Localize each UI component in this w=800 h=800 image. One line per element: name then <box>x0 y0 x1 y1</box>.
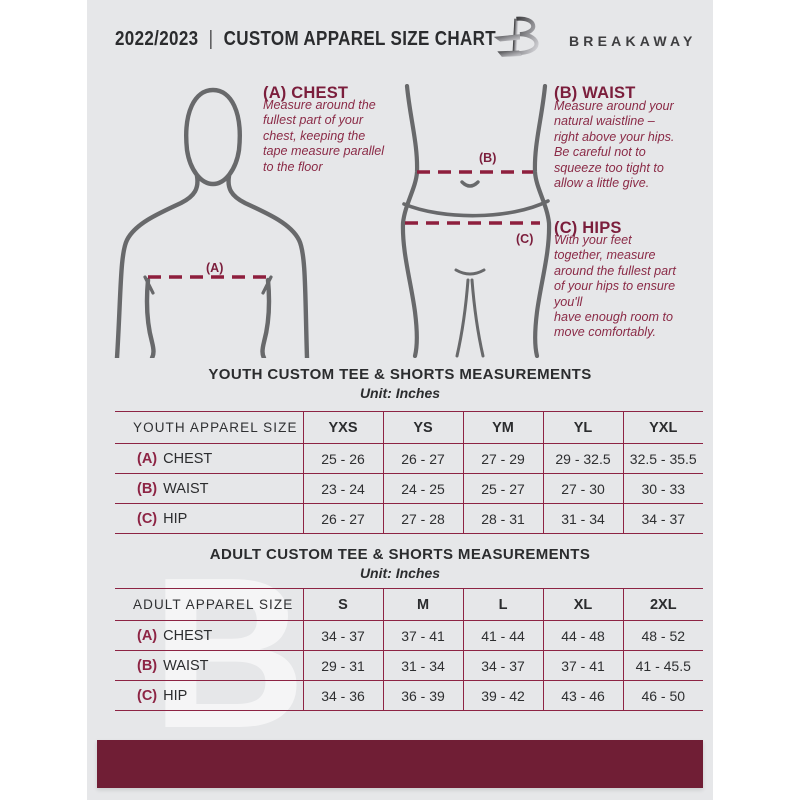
measurement-cell: 34 - 37 <box>302 620 383 651</box>
adult-header-l: L <box>462 588 543 621</box>
measurement-cell: 28 - 31 <box>462 503 543 534</box>
measurement-cell: 26 - 27 <box>382 443 463 474</box>
measurement-cell: 26 - 27 <box>302 503 383 534</box>
measurement-cell: 27 - 30 <box>542 473 623 504</box>
title-divider: | <box>208 28 214 50</box>
chest-instructions: Measure around the fullest part of your … <box>263 98 385 174</box>
measurement-cell: 24 - 25 <box>382 473 463 504</box>
breakaway-b-logo-icon <box>493 16 539 57</box>
measurement-cell: 30 - 33 <box>622 473 703 504</box>
youth-header-ym: YM <box>462 411 543 444</box>
measurement-cell: 34 - 36 <box>302 680 383 711</box>
youth-section-title: YOUTH CUSTOM TEE & SHORTS MEASUREMENTS <box>208 366 592 383</box>
waist-line-label: (B) <box>479 151 496 165</box>
hips-heading: (C) HIPS <box>554 219 622 237</box>
youth-hip-label: (C) HIP <box>115 503 303 534</box>
adult-header-2xl: 2XL <box>622 588 703 621</box>
upper-body-figure: (A) <box>114 87 310 358</box>
title-text: CUSTOM APPAREL SIZE CHART <box>223 28 496 50</box>
measurement-cell: 36 - 39 <box>382 680 463 711</box>
adult-waist-label: (B) WAIST <box>115 650 303 681</box>
youth-size-table: YOUTH APPAREL SIZE YXS YS YM YL YXL (A) C… <box>115 411 703 534</box>
measurement-cell: 46 - 50 <box>622 680 703 711</box>
measurement-cell: 34 - 37 <box>622 503 703 534</box>
page-title: 2022/2023 | CUSTOM APPAREL SIZE CHART <box>115 28 496 51</box>
chest-heading: (A) CHEST <box>263 84 349 102</box>
adult-header-row: ADULT APPAREL SIZE S M L XL 2XL <box>115 588 703 621</box>
hip-line-label: (C) <box>516 232 533 246</box>
youth-header-size: YOUTH APPAREL SIZE <box>115 411 303 444</box>
measurement-cell: 39 - 42 <box>462 680 543 711</box>
youth-header-yxl: YXL <box>622 411 703 444</box>
adult-hip-label: (C) HIP <box>115 680 303 711</box>
measurement-cell: 41 - 44 <box>462 620 543 651</box>
chest-line-label: (A) <box>206 261 223 275</box>
measurement-cell: 27 - 28 <box>382 503 463 534</box>
title-year: 2022/2023 <box>115 28 199 50</box>
youth-header-yl: YL <box>542 411 623 444</box>
adult-section-title: ADULT CUSTOM TEE & SHORTS MEASUREMENTS <box>209 546 591 563</box>
adult-header-s: S <box>302 588 383 621</box>
measurement-cell: 34 - 37 <box>462 650 543 681</box>
table-row: (A) CHEST 25 - 26 26 - 27 27 - 29 29 - 32… <box>115 443 703 474</box>
table-row: (B) WAIST 23 - 24 24 - 25 25 - 27 27 - 30… <box>115 473 703 504</box>
adult-header-size: ADULT APPAREL SIZE <box>115 588 303 621</box>
waist-instructions: Measure around your natural waistline – … <box>554 99 675 191</box>
table-row: (B) WAIST 29 - 31 31 - 34 34 - 37 37 - 41… <box>115 650 703 681</box>
measurement-cell: 25 - 27 <box>462 473 543 504</box>
adult-header-xl: XL <box>542 588 623 621</box>
hips-instructions: With your feet together, measure around … <box>554 233 676 340</box>
measurement-cell: 25 - 26 <box>302 443 383 474</box>
measurement-cell: 31 - 34 <box>542 503 623 534</box>
measurement-cell: 41 - 45.5 <box>622 650 703 681</box>
adult-header-m: M <box>382 588 463 621</box>
measurement-cell: 48 - 52 <box>622 620 703 651</box>
youth-waist-label: (B) WAIST <box>115 473 303 504</box>
adult-section-subtitle: Unit: Inches <box>359 565 441 581</box>
table-row: (A) CHEST 34 - 37 37 - 41 41 - 44 44 - 48… <box>115 620 703 651</box>
youth-chest-label: (A) CHEST <box>115 443 303 474</box>
measurement-cell: 44 - 48 <box>542 620 623 651</box>
youth-section-subtitle: Unit: Inches <box>359 385 441 401</box>
youth-header-row: YOUTH APPAREL SIZE YXS YS YM YL YXL <box>115 411 703 444</box>
waist-heading: (B) WAIST <box>554 84 636 102</box>
measurement-cell: 32.5 - 35.5 <box>622 443 703 474</box>
adult-chest-label: (A) CHEST <box>115 620 303 651</box>
youth-header-ys: YS <box>382 411 463 444</box>
measurement-cell: 31 - 34 <box>382 650 463 681</box>
measurement-cell: 43 - 46 <box>542 680 623 711</box>
adult-size-table: ADULT APPAREL SIZE S M L XL 2XL (A) CHEST… <box>115 588 703 711</box>
page: 2022/2023 | CUSTOM APPAREL SIZE CHART BREA… <box>87 0 713 800</box>
youth-header-yxs: YXS <box>302 411 383 444</box>
measurement-cell: 37 - 41 <box>382 620 463 651</box>
measurement-cell: 29 - 31 <box>302 650 383 681</box>
table-row: (C) HIP 26 - 27 27 - 28 28 - 31 31 - 34 3… <box>115 503 703 534</box>
brand-wordmark: BREAKAWAY <box>569 33 697 49</box>
lower-torso-figure: (B) (C) <box>400 84 552 358</box>
measurement-cell: 23 - 24 <box>302 473 383 504</box>
measurement-cell: 37 - 41 <box>542 650 623 681</box>
table-row: (C) HIP 34 - 36 36 - 39 39 - 42 43 - 46 4… <box>115 680 703 711</box>
footer-bar <box>97 740 703 788</box>
measurement-cell: 29 - 32.5 <box>542 443 623 474</box>
measurement-cell: 27 - 29 <box>462 443 543 474</box>
